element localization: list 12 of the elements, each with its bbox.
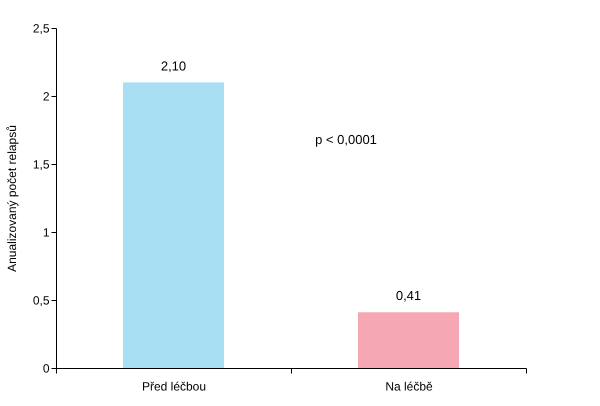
y-tick-label: 0 [42,362,50,376]
y-tick-label: 1 [42,226,50,240]
y-tick-label: 1,5 [32,158,50,172]
y-tick-label: 2,5 [32,22,50,36]
x-tick-label: Na léčbě [385,380,433,394]
annotation: p < 0,0001 [315,132,377,147]
y-tick-label: 2 [42,90,50,104]
y-axis-title: Anualizovaný počet relapsů [4,125,19,272]
x-tick-label: Před léčbou [142,380,206,394]
y-tick-label: 0,5 [32,294,50,308]
data-label: 2,10 [160,58,186,74]
data-label: 0,41 [396,288,422,304]
